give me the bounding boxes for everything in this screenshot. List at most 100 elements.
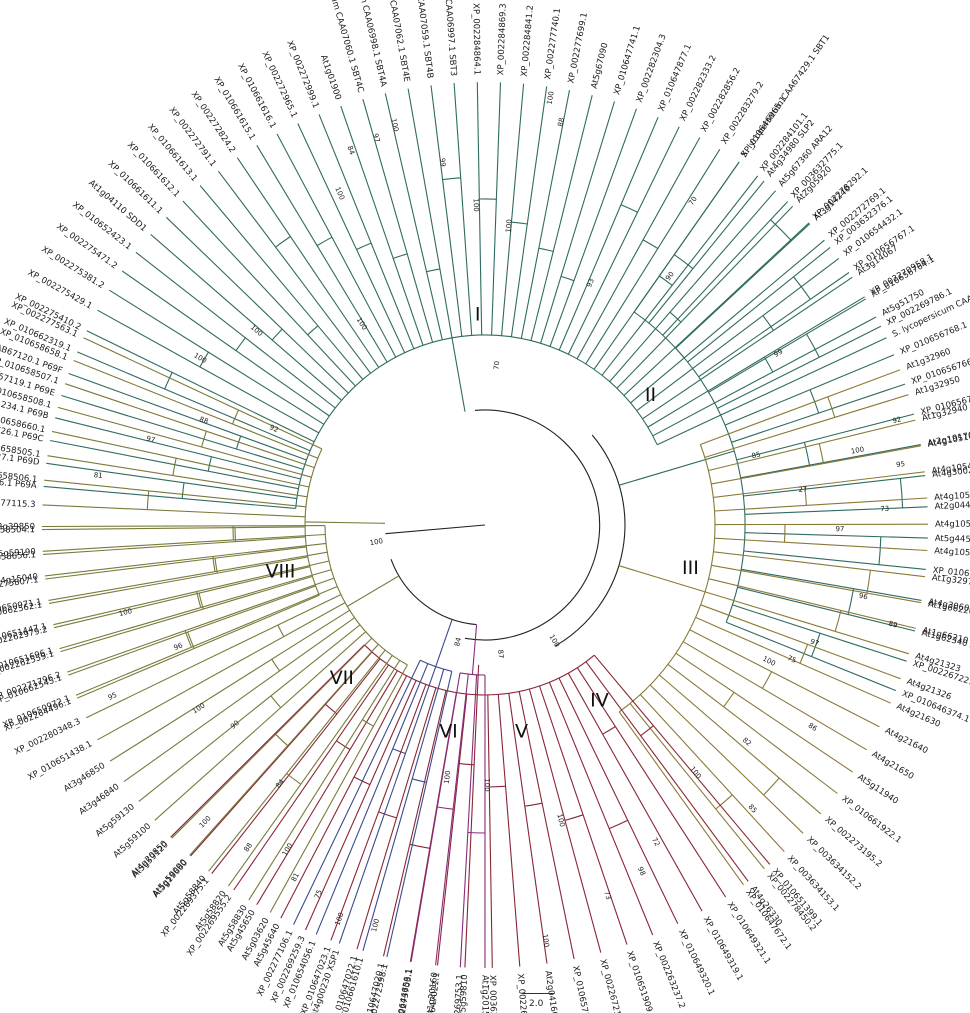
support-value: 90 [664,270,676,282]
tip-label: At4g21640 [883,726,929,756]
internal-branch [540,241,573,344]
tip-label: At1g20150 [480,975,490,1013]
subclade-arc [511,221,528,225]
tip-branch [407,88,446,299]
internal-branch [205,464,310,488]
subclade-arc [199,351,209,368]
support-value: 82 [741,736,753,748]
internal-branch [461,693,468,734]
scale-bar [522,993,554,994]
tip-branch [591,116,659,274]
tip-branch [362,99,417,283]
internal-branch [616,343,661,389]
scale-bar-label: 2.0 [529,999,544,1009]
tip-branch [453,83,464,208]
clade-label: III [682,557,699,579]
subclade-arc [803,442,811,466]
internal-branch [259,585,338,620]
tip-branch [386,710,444,958]
tip-branch [741,773,804,834]
support-value: 99 [438,158,447,168]
tip-branch [459,802,471,968]
support-value: 100 [443,770,453,784]
tip-branch [837,587,922,604]
subclade-arc [212,556,216,572]
subclade-arc [316,236,333,247]
tip-branch [700,296,865,396]
internal-branch [530,280,547,341]
tip-branch [872,506,928,510]
internal-branch [319,305,372,374]
support-value: 70 [687,195,699,207]
tip-label: At3g46850 [62,761,107,794]
clade-arc [295,334,658,509]
tip-branch [57,406,274,468]
support-value: 85 [751,450,762,460]
internal-branch [675,260,770,349]
subclade-arc [146,490,150,510]
tip-label: XP_010651909.1 [624,950,657,1013]
tip-branch [597,800,654,936]
internal-branch [399,680,417,718]
subclade-arc [763,777,780,796]
tip-label: At5g44530 [935,534,970,545]
internal-branch [567,672,589,709]
internal-branch [181,556,308,581]
tip-branch [754,539,928,552]
tip-branch [504,83,525,296]
internal-branch [245,486,308,498]
support-value: 73 [880,505,889,513]
tip-branch [595,753,679,925]
support-value: 100 [555,813,566,828]
tip-branch [769,223,811,262]
internal-branch [744,532,807,536]
tip-branch [304,716,401,931]
internal-branch [282,308,356,387]
tip-label: At5g59090 [151,858,190,900]
internal-branch [708,578,770,594]
subclade-arc [336,740,351,751]
subclade-arc [198,592,204,610]
internal-branch [700,422,759,446]
support-value: 85 [746,803,758,815]
clade-label: IV [590,690,609,712]
internal-branch [355,664,408,758]
tip-branch [233,715,354,891]
tip-branch [556,791,602,953]
support-value: 100 [249,323,264,338]
tip-branch [763,711,854,773]
tip-branch [199,185,338,350]
tip-label: S. lycopersicum CAA07060.1 SBT4C [313,0,365,94]
internal-branch [558,272,593,351]
subclade-arc [164,372,173,390]
subclade-arc [201,431,207,448]
tip-label: At3g46840 [77,782,121,817]
tip-branch [736,672,867,751]
support-value: 90 [229,719,241,731]
internal-branch [741,568,781,577]
internal-branch [549,308,565,347]
tip-branch [722,729,822,815]
internal-branch [377,660,401,695]
clade-arc [364,644,595,696]
internal-branch [387,316,406,354]
support-value: 100 [281,842,295,858]
internal-branch [228,566,311,587]
subclade-arc [270,695,282,708]
subclade-arc [307,325,319,336]
internal-branch [558,677,596,754]
internal-branch [352,664,390,717]
internal-branch [242,542,327,554]
tip-branch [676,752,771,865]
tip-branch [154,657,337,821]
tip-branch [696,785,765,870]
tip-branch [545,95,593,281]
internal-branch [213,577,335,622]
tip-label: At4g10550 [934,490,970,503]
tip-branch [494,82,502,230]
internal-branch [201,437,304,470]
tip-branch [606,137,701,305]
internal-branch [740,470,781,479]
tip-branch [42,541,198,552]
support-value: 95 [896,460,906,469]
